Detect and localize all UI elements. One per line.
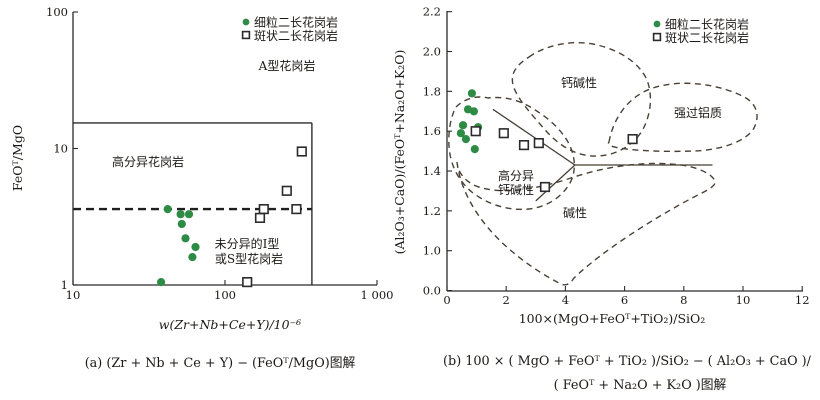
data-point-porphyritic [518,140,530,151]
data-point-porphyritic [254,212,266,224]
panel-b-plot: 0 2 4 6 8 10 12 2.2 2.0 1.8 1.6 1.4 1.2 1.0 0.0 [423,5,810,307]
data-point-porphyritic [539,181,551,193]
data-point-fine-grained [467,89,476,98]
y-tick-label: 1.6 [423,124,441,138]
y-tick-label: 1.4 [423,164,441,178]
x-tick-label: 1 000 [361,288,394,302]
panel-a-caption: (a) (Zr + Nb + Ce + Y) − (FeOᵀ/MgO)图解 [85,356,356,371]
x-tick-label: 100 [214,288,236,302]
data-point-fine-grained [181,234,190,243]
data-point-fine-grained [469,107,478,116]
region-label-alkaline: 碱性 [563,206,587,220]
legend-circle-marker-icon [653,20,661,28]
boundary-line-solid [492,108,576,166]
legend-fine-grained-label: 细粒二长花岗岩 [665,17,749,32]
region-label-undifferentiated-line1: 未分异的I型 [215,236,280,251]
field-outline-highly-fractionated-calc-alkaline [448,96,575,211]
data-point-porphyritic [281,185,292,196]
data-point-porphyritic [498,128,509,139]
y-tick-label: 2.0 [423,45,441,59]
y-tick-label: 1.2 [423,204,441,218]
region-label-hfca-line2: 钙碱性 [498,183,534,197]
boundary-line-solid [535,164,576,202]
x-tick-label: 2 [503,293,510,307]
x-tick-label: 12 [795,293,810,307]
panel-b-caption-line2: ( FeOᵀ + Na₂O + K₂O )图解 [554,378,727,393]
data-point-porphyritic [242,276,253,288]
data-point-porphyritic [533,138,544,149]
region-label-undifferentiated-line2: 或S型花岗岩 [215,251,283,266]
data-point-fine-grained [461,135,470,144]
field-outline-calc-alkaline [511,41,652,157]
x-tick-label: 6 [621,293,628,307]
field-outline-strongly-peraluminous [607,82,758,153]
legend-square-marker-icon [652,32,662,42]
data-point-fine-grained [177,219,186,229]
data-point-porphyritic [296,146,307,157]
x-tick-label: 4 [562,293,569,307]
x-tick-label: 10 [66,288,81,302]
legend-square-marker-icon [241,30,251,40]
legend-porphyritic-label: 斑状二长花岗岩 [665,30,749,45]
y-tick-label: 10 [53,142,68,156]
y-tick-label: 1.0 [423,244,441,258]
panel-b-legend: 细粒二长花岗岩 斑状二长花岗岩 [652,17,749,45]
region-label-calc-alkaline: 钙碱性 [561,76,597,90]
x-tick-label: 0 [443,293,450,307]
field-outline-alkaline [456,161,716,286]
panel-a-x-axis-label: w(Zr+Nb+Ce+Y)/10⁻⁶ [159,317,301,332]
data-point-fine-grained [163,205,172,214]
data-point-fine-grained [184,210,194,219]
legend-circle-marker-icon [242,18,250,26]
panel-b: 0 2 4 6 8 10 12 2.2 2.0 1.8 1.6 1.4 1.2 1.0 0.0 钙碱性 强过… [392,5,812,393]
data-point-porphyritic [258,204,269,215]
data-point-porphyritic [627,134,638,145]
region-label-highly-fractionated: 高分异花岗岩 [112,154,184,169]
x-tick-label: 10 [736,293,751,307]
y-tick-label: 2.2 [423,5,441,19]
panel-b-x-axis-label: 100×(MgO+FeOᵀ+TiO₂)/SiO₂ [519,311,706,326]
panel-a-y-axis-label: FeOᵀ/MgO [10,125,25,191]
y-tick-label: 0.0 [423,284,441,298]
data-point-fine-grained [458,121,468,130]
legend-fine-grained-label: 细粒二长花岗岩 [254,15,338,30]
data-point-fine-grained [191,242,200,252]
data-point-porphyritic [291,204,302,215]
region-label-strongly-peraluminous: 强过铝质 [674,105,722,120]
region-label-a-type-granite: A型花岗岩 [258,58,316,73]
data-point-fine-grained [176,210,185,219]
data-point-fine-grained [470,145,479,154]
y-tick-label: 100 [46,5,68,19]
data-point-porphyritic [470,126,481,137]
y-tick-label: 1 [61,278,68,292]
data-point-fine-grained [188,253,197,262]
legend-porphyritic-label: 斑状二长花岗岩 [254,28,338,43]
data-point-fine-grained [157,278,166,287]
panel-b-y-axis-label: (Al₂O₃+CaO)/(FeOᵀ+Na₂O+K₂O) [392,50,407,255]
panel-b-caption-line1: (b) 100 × ( MgO + FeOᵀ + TiO₂ )/SiO₂ − (… [443,354,812,369]
y-tick-label: 1.8 [423,84,441,98]
region-label-hfca-line1: 高分异 [498,168,534,183]
data-point-fine-grained [456,129,465,138]
x-tick-label: 8 [680,293,687,307]
panel-a-legend: 细粒二长花岗岩 斑状二长花岗岩 [241,15,338,43]
